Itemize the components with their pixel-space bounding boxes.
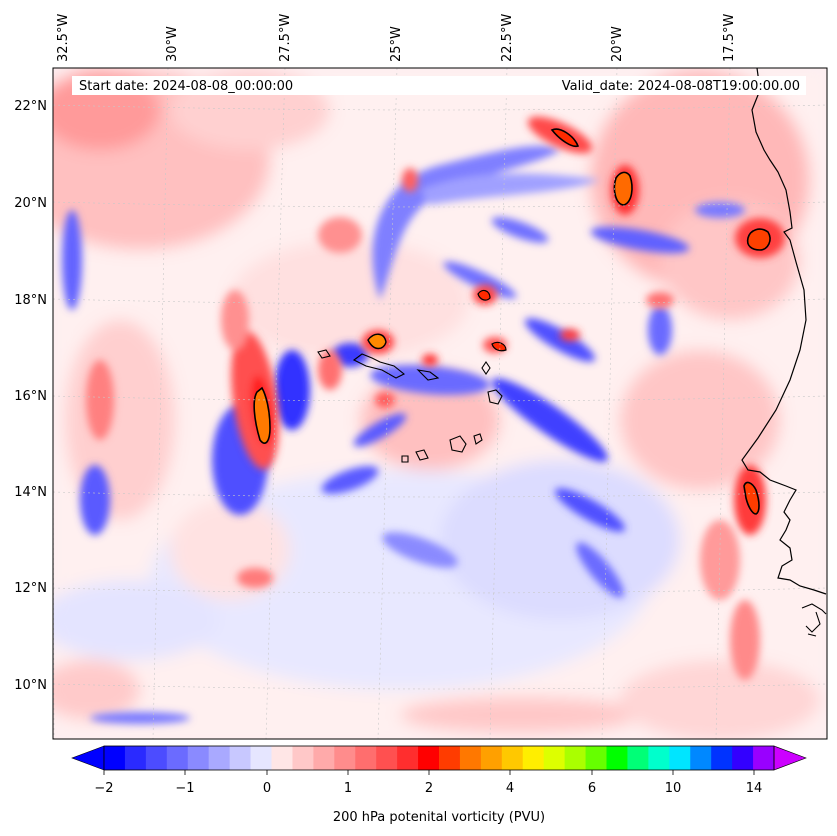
high-pv-cores (253, 128, 771, 515)
lat-label: 22°N (14, 99, 47, 114)
lon-label: 25°W (389, 26, 404, 62)
colorbar-label: 200 hPa potenital vorticity (PVU) (333, 810, 545, 825)
lat-label: 14°N (14, 485, 47, 500)
colorbar-cell (753, 746, 775, 770)
colorbar-cell (313, 746, 335, 770)
coastline-west-africa (741, 68, 827, 595)
colorbar-cell (711, 746, 733, 770)
lon-label: 17.5°W (722, 14, 737, 62)
colorbar-cell (229, 746, 252, 770)
colorbar-cell (334, 746, 356, 770)
colorbar-cell (124, 746, 147, 770)
colorbar-frame (103, 745, 775, 771)
colorbar-cells (104, 746, 775, 770)
colorbar-cell (439, 746, 461, 770)
map-frame (52, 67, 828, 740)
colorbar-cell (459, 746, 482, 770)
lat-label: 10°N (14, 678, 47, 693)
colorbar-tick-label: −2 (94, 781, 113, 796)
valid-date-label: Valid_date: 2024-08-08T19:00:00.00 (562, 79, 800, 94)
colorbar-cell (480, 746, 503, 770)
lon-label: 27.5°W (278, 14, 293, 62)
colorbar-ticks: −2 −1 0 1 2 4 6 10 14 (94, 770, 762, 796)
map-panel (53, 68, 827, 739)
colorbar-tick-label: 14 (746, 781, 763, 796)
colorbar-cell (543, 746, 566, 770)
colorbar-cell (564, 746, 587, 770)
colorbar-over-arrow (773, 745, 807, 771)
coastline-guinea-bissau (801, 603, 827, 637)
lon-label: 30°W (165, 26, 180, 62)
lon-label: 22.5°W (500, 14, 515, 62)
colorbar-tick-label: 2 (425, 781, 433, 796)
colorbar-cell (397, 746, 419, 770)
colorbar-cell (166, 746, 189, 770)
lon-label: 20°W (610, 26, 625, 62)
colorbar-cell (648, 746, 670, 770)
colorbar-cell (292, 746, 314, 770)
colorbar-cell (669, 746, 691, 770)
colorbar-cell (585, 746, 608, 770)
colorbar-tick-label: 0 (263, 781, 271, 796)
colorbar-cell (145, 746, 168, 770)
colorbar: −2 −1 0 1 2 4 6 10 14 200 hPa potenital vorticit… (71, 745, 807, 825)
colorbar-cell (606, 746, 629, 770)
cape-verde-islands (317, 349, 503, 463)
colorbar-cell (732, 746, 754, 770)
colorbar-cell (376, 746, 398, 770)
colorbar-cell (418, 746, 440, 770)
colorbar-cell (271, 746, 294, 770)
negative-pv-features (62, 145, 745, 724)
colorbar-cell (208, 746, 231, 770)
start-date-label: Start date: 2024-08-08_00:00:00 (79, 79, 293, 94)
date-banner (72, 76, 806, 95)
colorbar-tick-label: 4 (506, 781, 514, 796)
colorbar-tick-label: 1 (344, 781, 352, 796)
lat-label: 16°N (14, 389, 47, 404)
longitude-labels: 32.5°W 30°W 27.5°W 25°W 22.5°W 20°W 17.5… (56, 14, 737, 62)
colorbar-cell (522, 746, 545, 770)
colorbar-cell (250, 746, 273, 770)
colorbar-tick-label: 10 (665, 781, 682, 796)
colorbar-cell (627, 746, 649, 770)
colorbar-tick-label: 6 (588, 781, 596, 796)
colorbar-cell (355, 746, 377, 770)
latitude-labels: 22°N 20°N 18°N 16°N 14°N 12°N 10°N (14, 99, 47, 693)
lat-label: 12°N (14, 581, 47, 596)
colorbar-cell (104, 746, 126, 770)
background-field (53, 68, 827, 739)
colorbar-cell (690, 746, 712, 770)
colorbar-under-arrow (71, 745, 105, 771)
colorbar-cell (501, 746, 524, 770)
colorbar-cell (187, 746, 210, 770)
lat-label: 20°N (14, 196, 47, 211)
lon-label: 32.5°W (56, 14, 71, 62)
lat-label: 18°N (14, 293, 47, 308)
colorbar-tick-label: −1 (175, 781, 194, 796)
